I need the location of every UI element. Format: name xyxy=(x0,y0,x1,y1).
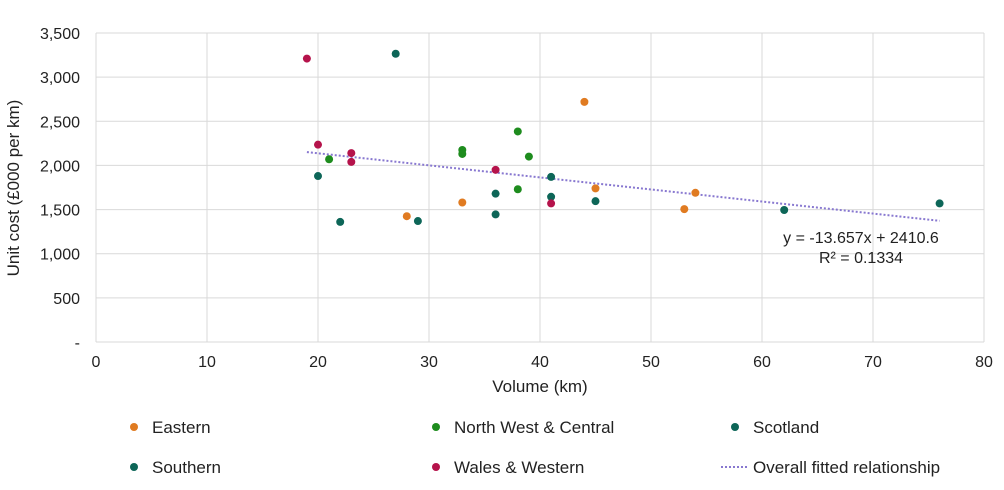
data-point xyxy=(325,155,334,164)
legend-label: Eastern xyxy=(152,418,211,437)
data-point xyxy=(935,199,944,208)
data-point xyxy=(413,217,422,226)
trendline-r-squared: R² = 0.1334 xyxy=(819,250,903,267)
legend-marker xyxy=(130,463,138,471)
data-point xyxy=(347,157,356,166)
x-axis-ticks: 0 10 20 30 40 50 60 70 80 xyxy=(92,354,993,371)
data-point xyxy=(580,97,589,106)
data-point xyxy=(491,189,500,198)
x-tick-label: 10 xyxy=(198,354,216,371)
data-point xyxy=(402,212,411,221)
trendline xyxy=(306,151,940,222)
legend-label: Wales & Western xyxy=(454,458,584,477)
data-point xyxy=(513,127,522,136)
data-point xyxy=(347,149,356,158)
x-axis-title: Volume (km) xyxy=(492,377,587,396)
legend: Eastern North West & Central Scotland South… xyxy=(130,418,940,477)
x-tick-label: 20 xyxy=(309,354,327,371)
legend-label: Southern xyxy=(152,458,221,477)
y-tick-label: 3,500 xyxy=(40,26,80,43)
y-axis-ticks: - 500 1,000 1,500 2,000 2,500 3,000 3,500 xyxy=(40,26,80,352)
legend-marker xyxy=(432,463,440,471)
data-point xyxy=(302,54,311,63)
data-point xyxy=(591,197,600,206)
data-point xyxy=(591,184,600,193)
x-tick-label: 70 xyxy=(864,354,882,371)
y-tick-label: 500 xyxy=(53,291,80,308)
legend-label: North West & Central xyxy=(454,418,614,437)
x-tick-label: 80 xyxy=(975,354,993,371)
data-point xyxy=(547,199,556,208)
trendline-equation: y = -13.657x + 2410.6 xyxy=(783,230,939,247)
y-tick-label: 3,000 xyxy=(40,70,80,87)
data-point xyxy=(458,198,467,207)
data-point xyxy=(491,210,500,219)
legend-label: Overall fitted relationship xyxy=(753,458,940,477)
legend-marker xyxy=(432,423,440,431)
data-point xyxy=(691,188,700,197)
x-tick-label: 0 xyxy=(92,354,101,371)
legend-marker xyxy=(130,423,138,431)
data-point xyxy=(314,172,322,181)
x-tick-label: 40 xyxy=(531,354,549,371)
x-tick-label: 60 xyxy=(753,354,771,371)
x-tick-label: 30 xyxy=(420,354,438,371)
y-tick-label: 2,000 xyxy=(40,158,80,175)
data-point xyxy=(524,152,533,161)
data-points xyxy=(302,49,944,226)
data-point xyxy=(336,217,345,226)
data-point xyxy=(491,165,500,174)
data-point xyxy=(314,140,322,149)
y-axis-title: Unit cost (£000 per km) xyxy=(4,100,23,277)
data-point xyxy=(680,205,689,214)
data-point xyxy=(513,185,522,194)
legend-label: Scotland xyxy=(753,418,819,437)
x-tick-label: 50 xyxy=(642,354,660,371)
y-tick-label: - xyxy=(75,335,80,352)
data-point xyxy=(547,192,556,201)
y-tick-label: 1,500 xyxy=(40,203,80,220)
data-point xyxy=(458,149,467,158)
gridlines xyxy=(95,32,985,343)
data-point xyxy=(547,172,556,181)
y-tick-label: 1,000 xyxy=(40,247,80,264)
data-point xyxy=(780,206,789,215)
y-tick-label: 2,500 xyxy=(40,114,80,131)
legend-marker xyxy=(731,423,739,431)
data-point xyxy=(391,49,400,58)
